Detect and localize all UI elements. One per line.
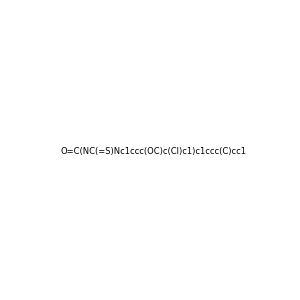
Text: O=C(NC(=S)Nc1ccc(OC)c(Cl)c1)c1ccc(C)cc1: O=C(NC(=S)Nc1ccc(OC)c(Cl)c1)c1ccc(C)cc1 bbox=[61, 147, 247, 156]
